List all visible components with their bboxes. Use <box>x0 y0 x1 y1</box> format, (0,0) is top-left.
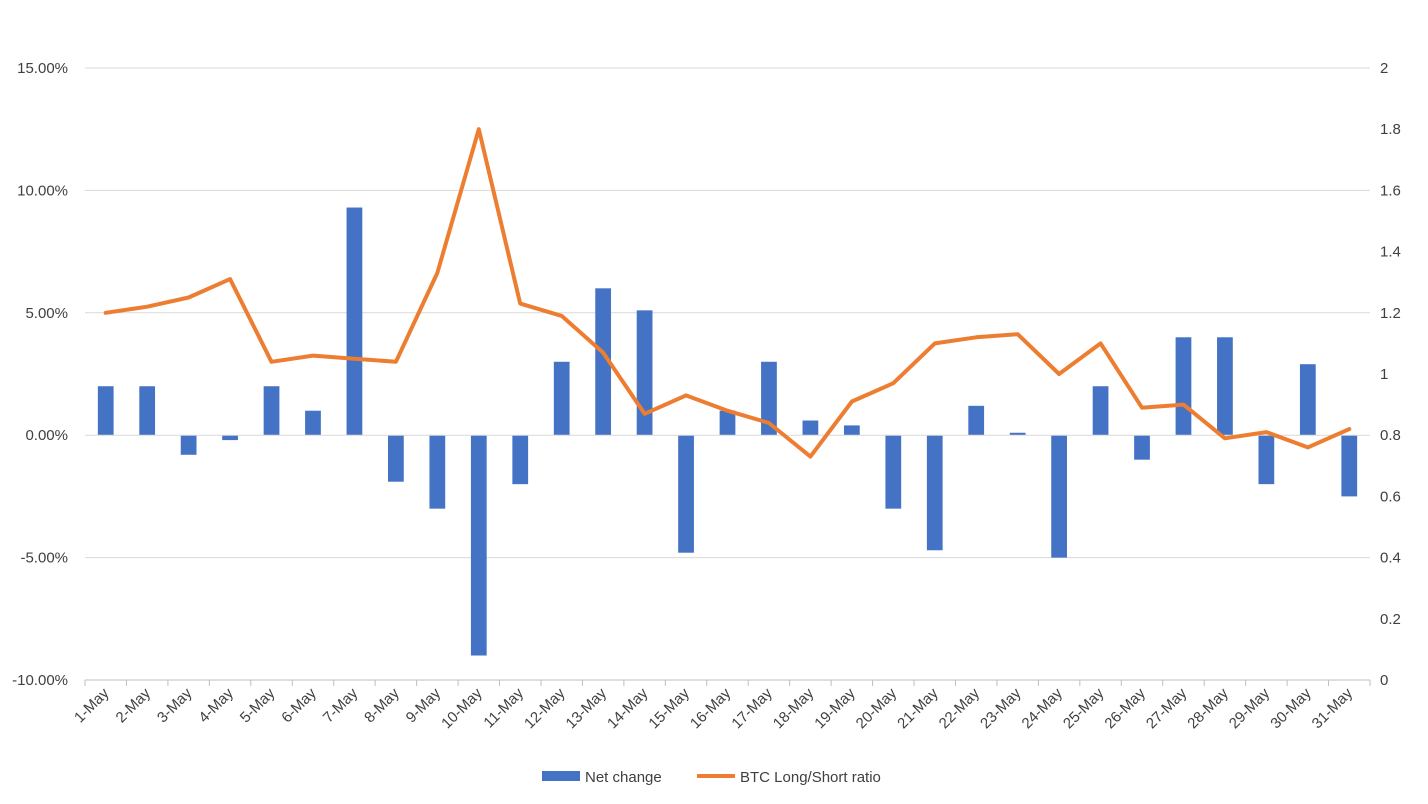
bar-net-change <box>1175 337 1192 436</box>
x-tick-label: 1-May <box>71 684 113 726</box>
bar-net-change <box>1051 435 1067 558</box>
right-y-tick-label: 0 <box>1380 672 1388 689</box>
left-y-axis-labels: -10.00% -5.00% 0.00% 5.00% 10.00% 15.00% <box>12 60 68 689</box>
x-tick-label: 18-May <box>770 684 818 732</box>
left-y-tick-label: 5.00% <box>25 305 68 322</box>
legend-label-long-short-ratio: BTC Long/Short ratio <box>740 769 881 786</box>
right-y-tick-label: 1.6 <box>1380 182 1401 199</box>
x-tick-label: 6-May <box>278 684 320 726</box>
left-y-tick-label: -10.00% <box>12 672 68 689</box>
x-tick-label: 10-May <box>438 684 486 732</box>
line-long-short-ratio <box>103 127 1352 459</box>
x-tick-label: 11-May <box>480 684 527 731</box>
right-y-tick-label: 0.4 <box>1380 550 1401 567</box>
x-tick-label: 23-May <box>977 684 1025 732</box>
x-tick-label: 25-May <box>1060 684 1108 732</box>
legend-swatch-net-change <box>542 771 580 781</box>
x-tick-label: 5-May <box>237 684 279 726</box>
right-y-tick-label: 0.8 <box>1380 427 1401 444</box>
right-y-tick-label: 1.4 <box>1380 244 1401 261</box>
bar-series-net-change <box>97 207 1358 656</box>
bar-net-change <box>346 207 363 436</box>
bar-net-change <box>305 410 321 436</box>
bar-net-change <box>1299 364 1316 436</box>
bar-net-change <box>761 361 777 436</box>
bar-net-change <box>429 435 446 509</box>
left-y-tick-label: 10.00% <box>17 182 68 199</box>
x-tick-label: 21-May <box>894 684 942 732</box>
x-tick-label: 8-May <box>361 684 403 726</box>
bar-net-change <box>263 386 280 436</box>
left-y-tick-label: -5.00% <box>20 550 68 567</box>
bar-net-change <box>180 435 197 455</box>
x-axis-labels: 1-May 2-May 3-May 4-May 5-May 6-May 7-May 8-May… <box>71 684 1356 732</box>
left-y-tick-label: 0.00% <box>25 427 68 444</box>
legend: Net change BTC Long/Short ratio <box>542 769 881 786</box>
right-y-tick-label: 0.6 <box>1380 488 1401 505</box>
legend-label-net-change: Net change <box>585 769 662 786</box>
x-tick-label: 20-May <box>853 684 901 732</box>
left-y-tick-label: 15.00% <box>17 60 68 77</box>
bar-net-change <box>843 425 860 436</box>
x-tick-label: 4-May <box>195 684 237 726</box>
bar-net-change <box>1258 435 1275 485</box>
bar-net-change <box>1092 386 1109 436</box>
bar-net-change <box>139 386 156 436</box>
bar-net-change <box>1217 337 1233 436</box>
bar-net-change <box>470 435 487 656</box>
right-y-tick-label: 1.8 <box>1380 121 1401 138</box>
x-tick-label: 31-May <box>1309 684 1357 732</box>
right-y-tick-label: 2 <box>1380 60 1388 77</box>
bar-net-change <box>802 420 819 436</box>
bar-net-change <box>512 435 529 485</box>
x-tick-label: 16-May <box>687 684 735 732</box>
x-tick-label: 12-May <box>521 684 569 732</box>
line-series-long-short-ratio <box>103 127 1352 459</box>
bar-net-change <box>678 435 694 553</box>
bar-net-change <box>388 435 404 482</box>
bar-net-change <box>1341 435 1358 497</box>
x-tick-label: 22-May <box>936 684 984 732</box>
x-tick-label: 19-May <box>811 684 859 732</box>
right-y-tick-label: 0.2 <box>1380 611 1401 628</box>
x-tick-label: 3-May <box>154 684 196 726</box>
bar-net-change <box>926 435 943 551</box>
x-tick-label: 27-May <box>1143 684 1191 732</box>
right-y-tick-label: 1.2 <box>1380 305 1401 322</box>
x-tick-label: 24-May <box>1019 684 1067 732</box>
bar-net-change <box>595 288 612 436</box>
x-tick-label: 26-May <box>1101 684 1149 732</box>
x-axis <box>84 434 1371 686</box>
bar-net-change <box>1134 435 1150 460</box>
right-y-axis-labels: 0 0.2 0.4 0.6 0.8 1 1.2 1.4 1.6 1.8 2 <box>1380 60 1401 689</box>
bar-net-change <box>222 435 238 441</box>
bar-net-change <box>968 405 985 436</box>
right-y-tick-label: 1 <box>1380 366 1388 383</box>
x-tick-label: 28-May <box>1184 684 1232 732</box>
x-tick-label: 29-May <box>1226 684 1274 732</box>
x-tick-label: 2-May <box>113 684 155 726</box>
bar-net-change <box>553 361 570 436</box>
bar-net-change <box>885 435 902 509</box>
x-tick-label: 30-May <box>1267 684 1315 732</box>
x-tick-label: 14-May <box>604 684 652 732</box>
bar-net-change <box>97 386 114 436</box>
x-tick-label: 17-May <box>728 684 776 732</box>
bar-net-change <box>1009 432 1026 436</box>
x-tick-label: 15-May <box>645 684 693 732</box>
bar-net-change <box>719 410 736 436</box>
x-tick-label: 13-May <box>563 684 611 732</box>
x-tick-label: 7-May <box>320 684 362 726</box>
bar-net-change <box>636 310 653 436</box>
